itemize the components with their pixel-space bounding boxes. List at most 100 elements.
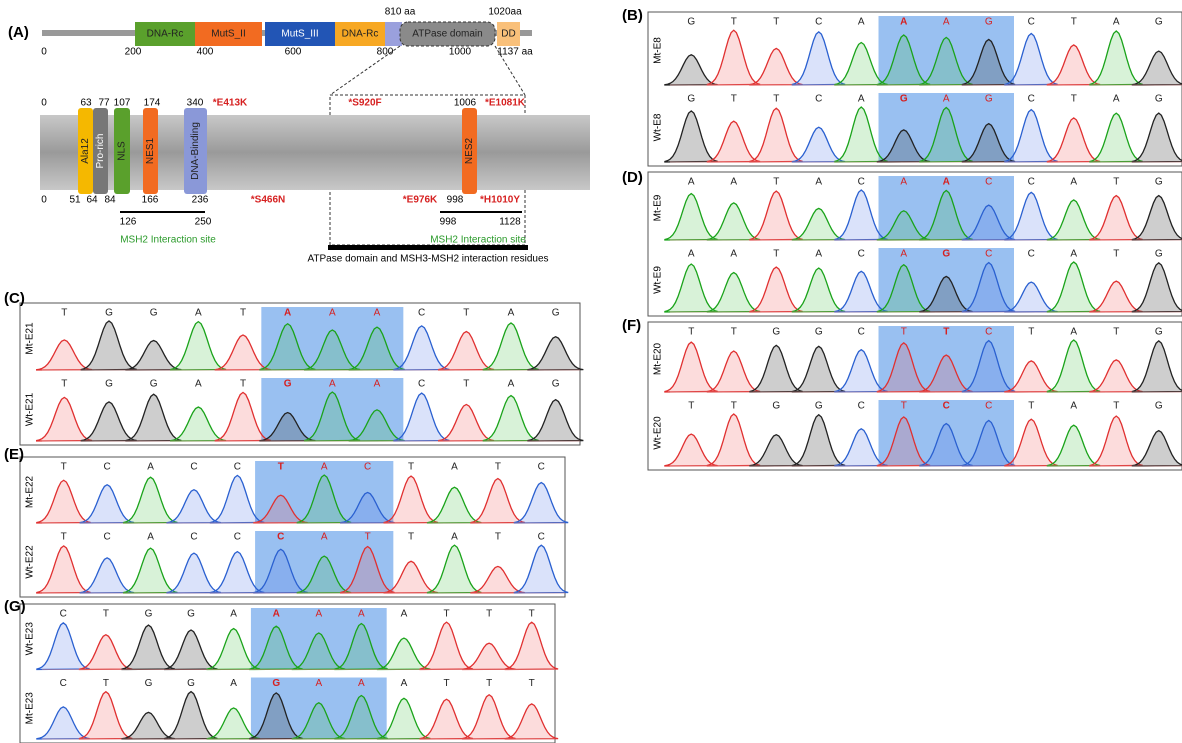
base-call: T — [731, 327, 737, 338]
base-call: C — [60, 678, 67, 689]
base-call: G — [552, 308, 560, 319]
base-call: G — [1155, 94, 1163, 105]
base-call: G — [900, 94, 908, 105]
base-call: A — [401, 609, 408, 620]
base-call: A — [321, 462, 328, 473]
base-call: A — [315, 678, 322, 689]
base-call: T — [731, 401, 737, 412]
base-call: T — [365, 532, 371, 543]
base-call: C — [1028, 17, 1035, 28]
base-call: T — [495, 532, 501, 543]
site-start: 998 — [440, 217, 457, 228]
scale-label: 400 — [197, 47, 214, 58]
base-call: C — [1028, 177, 1035, 188]
base-call: T — [278, 462, 284, 473]
base-call: A — [815, 177, 822, 188]
base-call: A — [273, 609, 280, 620]
base-call: T — [1113, 401, 1119, 412]
base-call: C — [190, 532, 197, 543]
base-call: T — [443, 678, 449, 689]
base-call: T — [529, 678, 535, 689]
base-call: T — [773, 249, 779, 260]
site-end: 1128 — [499, 217, 521, 228]
base-call: T — [773, 17, 779, 28]
base-call: A — [451, 532, 458, 543]
site-start: 126 — [120, 217, 137, 228]
base-call: T — [1071, 94, 1077, 105]
base-call: C — [858, 249, 865, 260]
domain-label: ATPase domain — [412, 29, 482, 40]
base-call: T — [943, 327, 949, 338]
base-call: T — [61, 462, 67, 473]
track-name: Wt-E20 — [653, 416, 664, 450]
base-call: A — [1113, 94, 1120, 105]
base-call: A — [730, 249, 737, 260]
mutation: *S920F — [348, 98, 381, 109]
base-call: A — [1070, 327, 1077, 338]
base-call: C — [538, 462, 545, 473]
domain-label: DNA-Rc — [342, 29, 379, 40]
track-name: Mt-E21 — [25, 322, 36, 355]
position-top: 340 — [187, 98, 204, 109]
base-call: C — [104, 532, 111, 543]
track-name: Wt-E8 — [653, 113, 664, 141]
base-call: T — [901, 327, 907, 338]
scale-label: 200 — [125, 47, 142, 58]
base-call: C — [364, 462, 371, 473]
base-call: A — [230, 678, 237, 689]
segment-label: Ala12 — [80, 138, 91, 164]
base-call: T — [901, 401, 907, 412]
position-top: 63 — [80, 98, 92, 109]
position-top: 77 — [98, 98, 110, 109]
base-call: G — [552, 379, 560, 390]
base-call: A — [358, 609, 365, 620]
base-call: T — [61, 532, 67, 543]
base-call: T — [103, 678, 109, 689]
base-call: C — [104, 462, 111, 473]
figure: (A)DNA-RcMutS_IIMutS_IIIDNA-RcATPase dom… — [0, 0, 1182, 743]
base-call: G — [105, 379, 113, 390]
base-call: G — [815, 401, 823, 412]
base-call: A — [900, 177, 907, 188]
base-call: G — [1155, 249, 1163, 260]
panel-label: (F) — [622, 317, 641, 334]
base-call: C — [985, 249, 992, 260]
base-call: C — [418, 308, 425, 319]
base-call: T — [408, 462, 414, 473]
base-call: A — [730, 177, 737, 188]
segment-label: NES2 — [464, 138, 475, 165]
base-call: G — [284, 379, 292, 390]
mutation: *H1010Y — [480, 195, 520, 206]
base-call: T — [240, 308, 246, 319]
base-call: C — [277, 532, 284, 543]
base-call: G — [150, 379, 158, 390]
panel-label: (B) — [622, 7, 643, 24]
track-name: Wt-E23 — [25, 622, 36, 656]
base-call: A — [815, 249, 822, 260]
base-call: T — [731, 17, 737, 28]
base-call: A — [284, 308, 291, 319]
position-bottom: 64 — [86, 195, 98, 206]
position-bottom: 51 — [69, 195, 81, 206]
position-top: 0 — [41, 98, 47, 109]
base-call: A — [329, 308, 336, 319]
base-call: A — [315, 609, 322, 620]
base-call: T — [1113, 249, 1119, 260]
base-call: A — [147, 532, 154, 543]
position-bottom: 166 — [142, 195, 159, 206]
base-call: C — [1028, 249, 1035, 260]
base-call: G — [772, 401, 780, 412]
zoom-lines — [330, 46, 525, 95]
base-call: T — [495, 462, 501, 473]
base-call: T — [103, 609, 109, 620]
domain-label: DD — [501, 29, 515, 40]
site-label: MSH2 Interaction site — [120, 235, 216, 246]
panel-label: (G) — [4, 598, 26, 615]
base-call: T — [688, 401, 694, 412]
base-call: T — [1071, 17, 1077, 28]
base-call: G — [150, 308, 158, 319]
position-bottom: 84 — [104, 195, 116, 206]
mutation: *S466N — [251, 195, 285, 206]
base-call: C — [858, 327, 865, 338]
position-top: 107 — [114, 98, 131, 109]
